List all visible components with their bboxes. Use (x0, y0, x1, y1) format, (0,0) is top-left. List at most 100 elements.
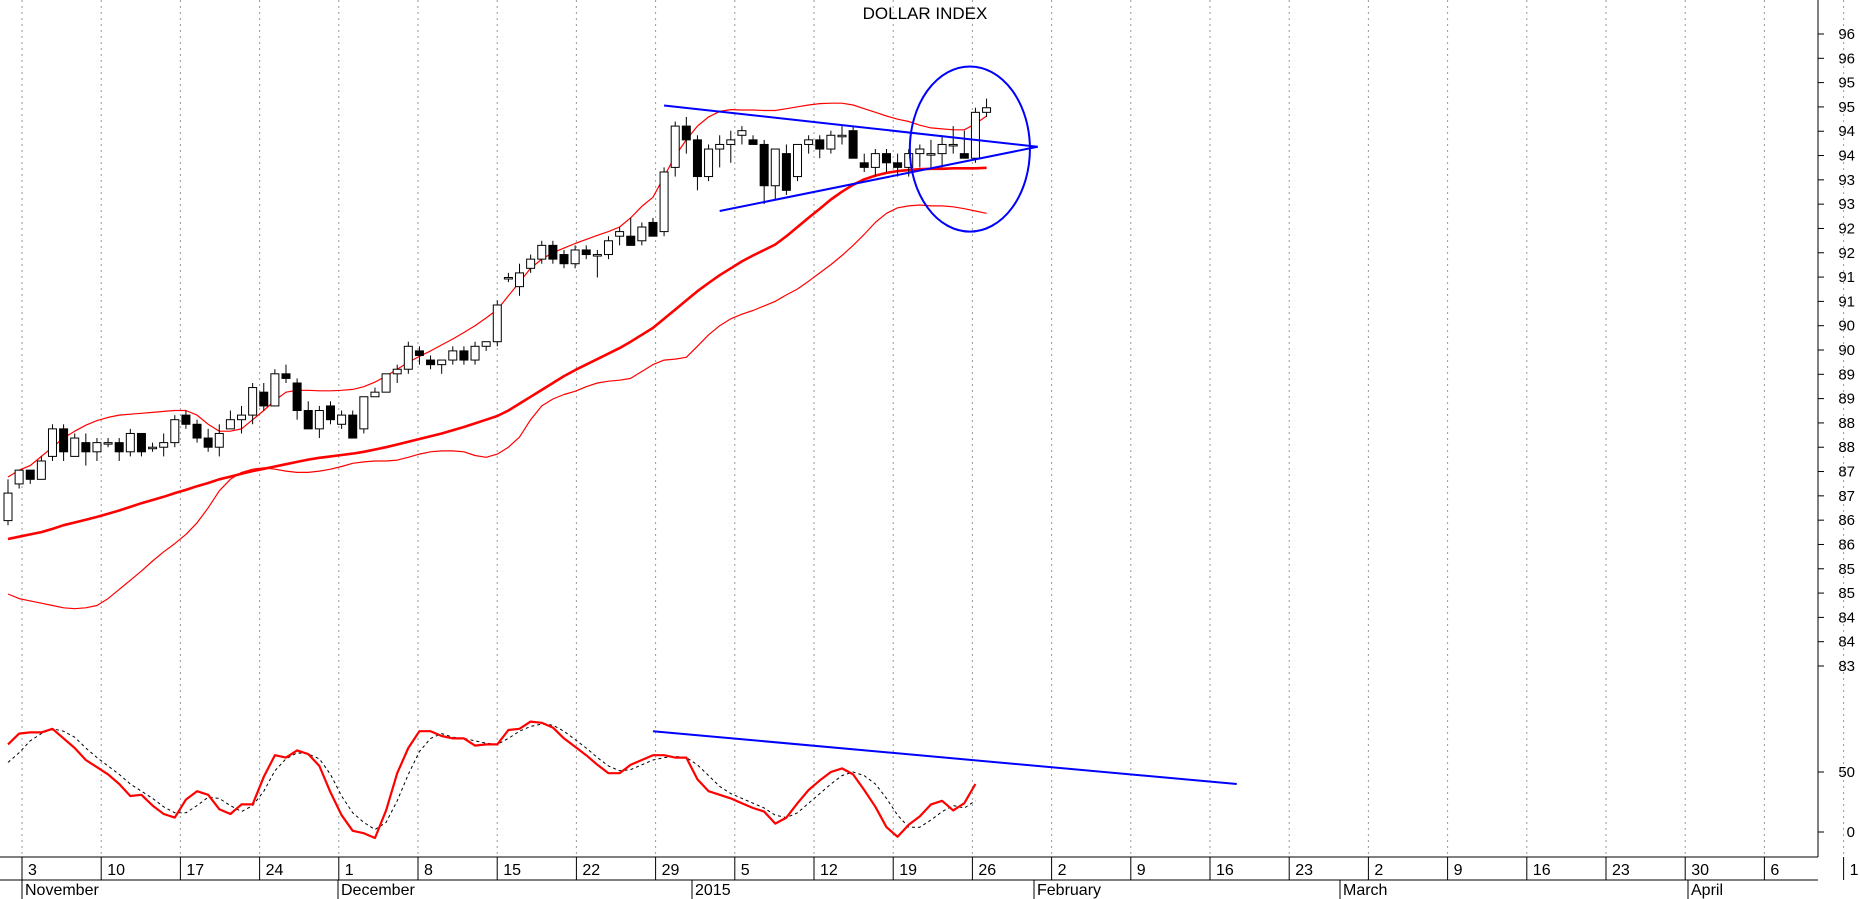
candle (948, 126, 958, 154)
price-tick-label: 89 (1838, 391, 1855, 408)
candle (704, 144, 714, 182)
candle-body-up (715, 143, 725, 150)
candle-body-down (959, 153, 969, 159)
candle-body-up (381, 373, 391, 393)
trendlines (663, 65, 1038, 233)
price-tick-label: 90 (1838, 342, 1855, 359)
candle (237, 405, 247, 434)
candle (870, 149, 880, 177)
candle (581, 245, 591, 260)
candle-body-down (281, 373, 291, 379)
x-tick-label: 16 (1216, 862, 1234, 879)
candle-body-up (470, 345, 480, 361)
candle-body-up (492, 304, 502, 343)
oscillator-main-line (7, 720, 977, 840)
candle (603, 236, 613, 260)
candle (459, 346, 469, 365)
candle (692, 135, 702, 191)
candle (426, 355, 436, 370)
x-tick-label: 12 (820, 862, 838, 879)
candle-body-up (982, 107, 992, 113)
x-tick-label: 26 (978, 862, 996, 879)
oscillator-lines (7, 720, 1237, 840)
month-label: March (1343, 882, 1387, 899)
candle (959, 130, 969, 159)
candle-body-up (904, 153, 914, 168)
candle (403, 341, 413, 374)
candle-body-up (148, 446, 158, 450)
candle (881, 149, 891, 172)
candle (203, 428, 213, 452)
x-tick-label: 1 (1850, 862, 1859, 879)
price-tick-label: 92 (1838, 245, 1855, 262)
price-tick-label: 88 (1838, 415, 1855, 432)
candle-body-up (237, 414, 247, 421)
price-tick-label: 84 (1838, 634, 1855, 651)
candle-body-down (81, 442, 91, 453)
candle (915, 144, 925, 168)
candle (837, 126, 847, 145)
candle-body-down (781, 153, 791, 191)
candle (3, 479, 13, 526)
candle (225, 410, 235, 430)
candle-body-up (826, 134, 836, 150)
x-tick-label: 3 (28, 862, 37, 879)
price-tick-label: 85 (1838, 561, 1855, 578)
candle (648, 217, 658, 237)
chart-title: DOLLAR INDEX (863, 4, 988, 23)
candle (726, 130, 736, 163)
candle (136, 432, 146, 457)
week-gridlines (21, 0, 1845, 857)
candle-body-up (125, 432, 135, 453)
x-tick-label: 29 (662, 862, 680, 879)
candle (937, 135, 947, 168)
candle (503, 272, 513, 283)
candle (36, 456, 46, 480)
candle-body-up (937, 143, 947, 155)
candle-body-up (248, 387, 258, 416)
price-tick-label: 92 (1838, 220, 1855, 237)
candle-body-up (793, 143, 803, 178)
candle-body-up (603, 240, 613, 256)
candle-body-down (303, 410, 313, 430)
candle-body-up (448, 350, 458, 361)
x-tick-label: 2 (1374, 862, 1383, 879)
candle-body-down (348, 414, 358, 439)
candle-body-down (893, 162, 903, 168)
candle (259, 382, 269, 411)
candle (159, 433, 169, 457)
x-tick-label: 30 (1691, 862, 1709, 879)
candle (515, 263, 525, 296)
candle (270, 369, 280, 407)
candle (181, 410, 191, 429)
candle (815, 135, 825, 159)
candle (214, 424, 224, 457)
candle-body-down (25, 469, 35, 480)
candle (370, 387, 380, 398)
candle (148, 442, 158, 452)
moving-average-line (7, 166, 987, 541)
month-label: February (1037, 882, 1101, 899)
candle-body-down (192, 423, 202, 439)
price-tick-label: 83 (1838, 658, 1855, 675)
candle (414, 346, 424, 365)
candle (637, 222, 647, 246)
candle (615, 227, 625, 246)
candle-body-up (47, 428, 57, 457)
candle (325, 401, 335, 425)
x-tick-label: 23 (1612, 862, 1630, 879)
x-tick-label: 17 (186, 862, 204, 879)
candle (170, 415, 180, 448)
candle (781, 144, 791, 195)
candle-body-up (103, 442, 113, 445)
candle-body-up (515, 272, 525, 288)
lower-band-line (7, 204, 987, 610)
candle (659, 167, 669, 237)
candle-body-up (948, 143, 958, 147)
candle (348, 410, 358, 439)
candle-body-down (581, 249, 591, 256)
candle (303, 401, 313, 430)
candle-body-down (136, 432, 146, 453)
candle (314, 405, 324, 439)
